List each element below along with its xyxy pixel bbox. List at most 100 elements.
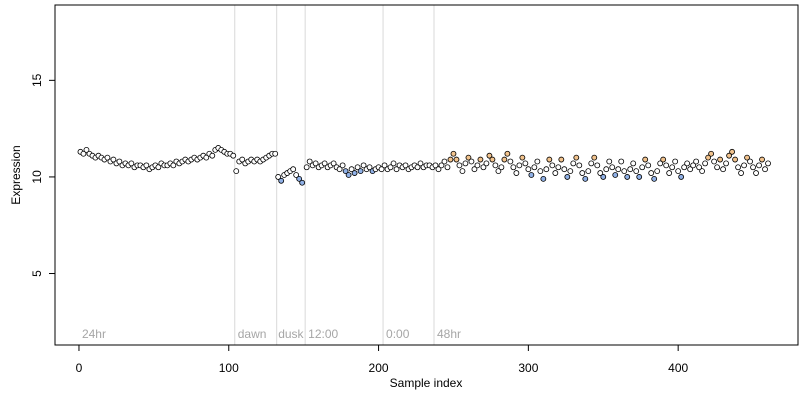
data-point — [582, 175, 589, 182]
data-point — [516, 162, 523, 169]
data-point — [492, 162, 499, 169]
y-tick-label: 10 — [30, 170, 44, 184]
data-point — [720, 166, 727, 173]
data-point — [278, 177, 285, 184]
data-point — [603, 166, 610, 173]
data-point — [522, 160, 529, 167]
data-point — [390, 160, 397, 167]
data-point — [128, 160, 135, 167]
data-point — [272, 150, 279, 157]
data-point — [660, 156, 667, 163]
data-point — [498, 164, 505, 171]
data-point — [741, 162, 747, 169]
data-point — [143, 162, 150, 169]
data-point — [275, 174, 282, 180]
data-point — [453, 156, 460, 163]
data-point — [693, 158, 700, 165]
x-tick-label: 0 — [76, 361, 83, 375]
data-point — [465, 154, 472, 161]
data-point — [402, 162, 409, 169]
data-point — [636, 174, 643, 180]
data-point — [765, 160, 771, 167]
x-tick-label: 100 — [219, 361, 239, 375]
data-point — [83, 146, 90, 153]
data-point — [639, 164, 646, 171]
data-point — [507, 158, 514, 165]
data-point — [753, 170, 759, 176]
data-point — [468, 158, 475, 165]
data-point — [462, 160, 469, 167]
data-point — [672, 158, 679, 165]
data-point — [642, 156, 649, 163]
data-point — [597, 170, 604, 176]
data-point — [441, 158, 448, 165]
data-point — [762, 166, 768, 173]
data-point — [681, 164, 688, 171]
data-point — [444, 164, 451, 171]
y-axis: 5 10 15 — [30, 73, 56, 277]
data-point — [705, 154, 712, 161]
data-point — [546, 156, 553, 163]
data-point — [675, 168, 682, 175]
data-point — [290, 166, 297, 173]
data-point — [381, 162, 388, 169]
section-labels: 24hr dawn dusk 12:00 0:00 48hr — [82, 327, 461, 341]
data-point — [723, 160, 729, 167]
data-point — [321, 160, 328, 167]
data-point — [513, 170, 520, 176]
data-point — [209, 152, 216, 159]
data-point — [456, 162, 463, 169]
data-point — [570, 160, 577, 167]
data-point — [489, 156, 496, 163]
data-point — [684, 160, 691, 167]
data-point — [339, 162, 346, 169]
data-point — [306, 158, 313, 165]
data-point — [531, 164, 538, 171]
data-point — [432, 162, 439, 169]
data-point — [155, 164, 162, 171]
x-axis: 0 100 200 300 400 — [76, 344, 688, 375]
section-label: 24hr — [82, 327, 106, 341]
y-axis-label: Expression — [9, 145, 23, 204]
data-point — [504, 150, 511, 157]
data-point — [690, 162, 697, 169]
data-point — [525, 166, 532, 173]
data-point — [474, 162, 481, 169]
data-point — [357, 168, 364, 175]
data-point — [732, 156, 738, 163]
data-point — [654, 168, 661, 175]
data-point — [486, 152, 493, 159]
data-point — [110, 156, 117, 163]
data-point — [618, 158, 625, 165]
data-point — [366, 164, 373, 171]
data-point — [528, 172, 535, 178]
data-point — [303, 164, 310, 171]
data-point — [414, 164, 421, 171]
data-point — [663, 162, 670, 169]
data-point — [669, 164, 676, 171]
data-point — [230, 152, 237, 159]
section-label: dusk — [278, 327, 304, 341]
data-point — [450, 150, 457, 157]
data-point — [239, 156, 246, 163]
data-point — [678, 174, 685, 180]
data-point — [519, 154, 526, 161]
data-point — [747, 158, 753, 165]
data-point — [477, 156, 484, 163]
data-point — [480, 164, 487, 171]
data-point — [711, 158, 718, 165]
data-point — [483, 160, 490, 167]
data-point — [417, 160, 424, 167]
data-point — [459, 168, 466, 175]
data-points — [77, 145, 771, 186]
data-point — [393, 166, 400, 173]
data-point — [299, 179, 306, 186]
data-point — [80, 150, 87, 157]
data-point — [708, 150, 715, 157]
y-tick-label: 15 — [30, 73, 44, 87]
y-tick-label: 5 — [30, 270, 44, 277]
data-point — [612, 172, 619, 178]
data-point — [615, 166, 622, 173]
data-point — [576, 162, 583, 169]
data-point — [351, 170, 358, 176]
